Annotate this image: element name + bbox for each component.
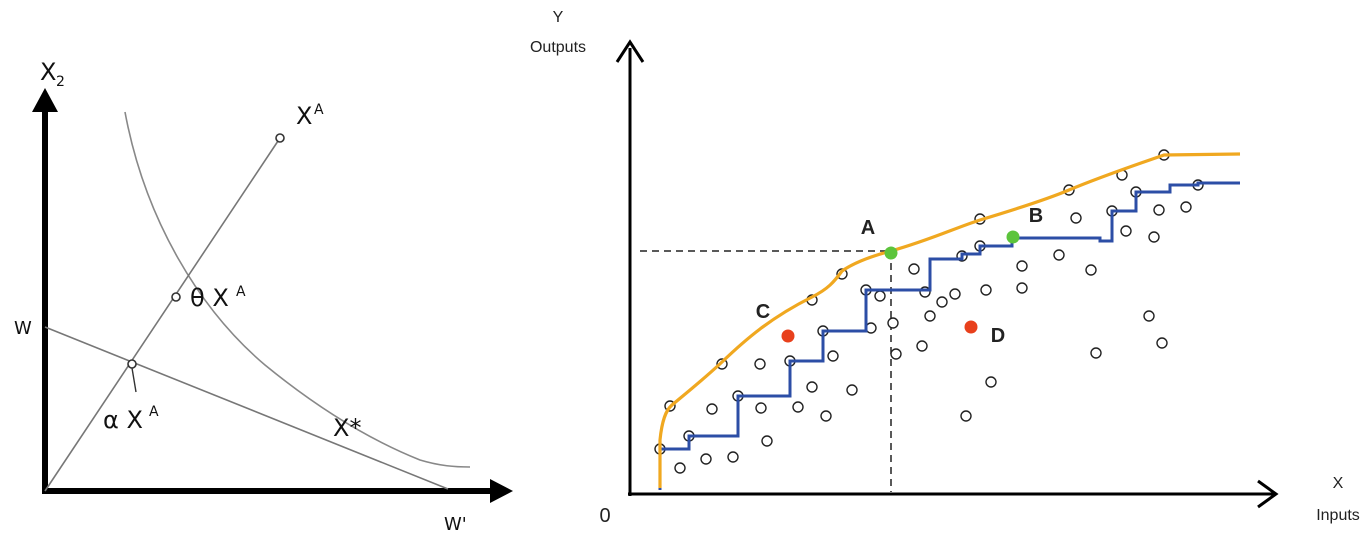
observed-point: [700, 453, 712, 465]
point-c-marker: [781, 329, 795, 343]
observed-point: [1180, 201, 1192, 213]
observed-point: [806, 381, 818, 393]
alpha-xa-label: α X: [103, 406, 143, 434]
right-x-axis-arrow: [1257, 479, 1279, 509]
observed-point: [727, 451, 739, 463]
xstar-label: X*: [333, 414, 361, 442]
dea-frontier-curve: [658, 152, 1241, 488]
isoquant-curve: [124, 111, 471, 468]
right-x-axis-sublabel: Inputs: [1316, 507, 1360, 524]
left-y-axis-subscript: 2: [56, 74, 65, 90]
theta-xa-label: θ X: [190, 284, 229, 312]
point-b-label: B: [1029, 205, 1043, 227]
theta-xa-superscript: A: [236, 284, 246, 300]
observed-point: [949, 288, 961, 300]
observed-point: [936, 296, 948, 308]
point-a-label: A: [861, 217, 875, 239]
w-prime-label: W': [444, 514, 467, 535]
observed-point: [908, 263, 920, 275]
observed-point: [924, 310, 936, 322]
observed-point: [706, 403, 718, 415]
observed-point: [960, 410, 972, 422]
observed-point: [890, 348, 902, 360]
right-y-axis-sublabel: Outputs: [530, 39, 586, 56]
theta-xa-point: [171, 292, 181, 302]
observed-point: [755, 402, 767, 414]
observed-point: [1156, 337, 1168, 349]
observed-point: [980, 284, 992, 296]
observed-point: [1085, 264, 1097, 276]
alpha-xa-point: [127, 359, 137, 369]
right-diagram: Y Outputs X Inputs 0 A B C D: [530, 9, 1360, 527]
left-x-axis-arrow: [490, 479, 513, 503]
w-label: W: [14, 318, 32, 339]
left-diagram: X 2 W W' X A θ X A α X A X*: [14, 58, 513, 535]
alpha-xa-superscript: A: [149, 404, 159, 420]
observed-point: [916, 340, 928, 352]
observed-point: [874, 290, 886, 302]
alpha-pointer: [131, 367, 137, 393]
observed-point: [887, 317, 899, 329]
left-y-axis-label: X: [40, 58, 56, 86]
xa-point: [275, 133, 285, 143]
observed-point: [1148, 231, 1160, 243]
right-x-axis-label: X: [1333, 475, 1344, 492]
ray-line: [44, 137, 281, 492]
observed-point: [1153, 204, 1165, 216]
point-b-marker: [1006, 230, 1020, 244]
observed-point: [1053, 249, 1065, 261]
point-a-marker: [884, 246, 898, 260]
fdh-step-frontier: [658, 181, 1240, 490]
left-y-axis-arrow: [32, 88, 58, 112]
xa-label: X: [296, 102, 312, 130]
observed-point: [846, 384, 858, 396]
observed-point: [1070, 212, 1082, 224]
observed-point: [1143, 310, 1155, 322]
xa-superscript: A: [314, 102, 324, 118]
origin-label: 0: [599, 505, 610, 527]
observed-point: [754, 358, 766, 370]
observed-point: [792, 401, 804, 413]
point-d-marker: [964, 320, 978, 334]
point-d-label: D: [991, 325, 1005, 347]
isocost-line: [44, 326, 449, 490]
observed-point: [1016, 282, 1028, 294]
observed-point: [827, 350, 839, 362]
observed-point: [761, 435, 773, 447]
observed-point: [820, 410, 832, 422]
observed-point: [1090, 347, 1102, 359]
observed-point: [1016, 260, 1028, 272]
observed-point: [985, 376, 997, 388]
right-y-axis-arrow: [615, 39, 645, 63]
observed-point: [1120, 225, 1132, 237]
right-y-axis-label: Y: [553, 9, 564, 26]
observed-point: [674, 462, 686, 474]
point-c-label: C: [756, 301, 770, 323]
